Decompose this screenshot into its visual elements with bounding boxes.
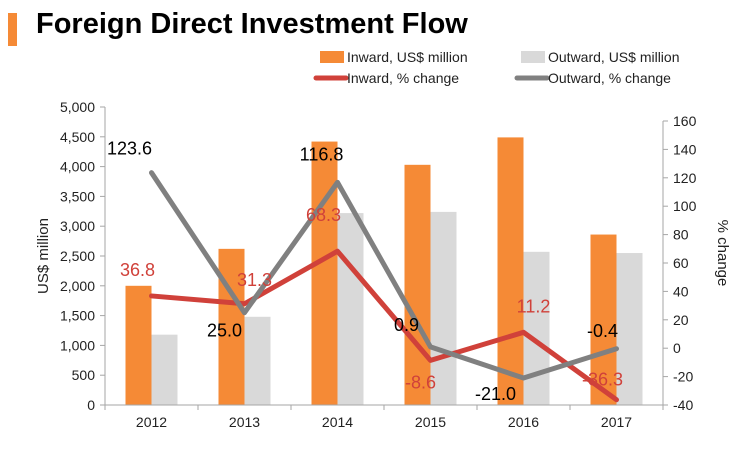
outward-bar (616, 253, 643, 405)
y2-tick-label: -20 (673, 369, 693, 385)
y-tick-label: 4,500 (60, 129, 95, 145)
axes: 0 500 1,000 1,500 2,000 2,500 3,000 3,500 4,000 4… (35, 99, 731, 430)
outward-bar (523, 251, 550, 405)
y2-tick-label: 120 (673, 170, 697, 186)
inward-change-line (149, 248, 619, 403)
chart-title: Foreign Direct Investment Flow (36, 8, 468, 40)
outward-bar (244, 316, 271, 405)
outward-change-label: -0.4 (587, 321, 618, 341)
y2-tick-label: 100 (673, 198, 697, 214)
y-tick-label: 5,000 (60, 99, 95, 115)
y2-tick-label: 20 (673, 312, 689, 328)
outward-bar (337, 213, 364, 405)
legend-label: Outward, % change (548, 70, 671, 86)
y2-tick-label: 60 (673, 255, 689, 271)
legend-swatch (521, 51, 545, 63)
legend: Inward, US$ million Outward, US$ million I… (313, 49, 680, 86)
y-tick-label: 3,500 (60, 188, 95, 204)
y-tick-label: 4,000 (60, 159, 95, 175)
y-tick-label: 1,000 (60, 337, 95, 353)
inward-bar (497, 137, 524, 405)
x-tick-label: 2017 (601, 414, 632, 430)
data-labels: 36.8 31.3 68.3 -8.6 11.2 -36.3 123.6 25.0 116.8 0… (107, 139, 623, 404)
y2-tick-label: -40 (673, 397, 693, 413)
outward-bar (430, 211, 457, 405)
legend-swatch (320, 51, 344, 63)
outward-change-label: 123.6 (107, 139, 152, 159)
title-accent-bar (8, 13, 17, 46)
inward-change-label: -36.3 (582, 370, 623, 390)
outward-bar (151, 334, 178, 405)
inward-change-label: -8.6 (405, 372, 436, 392)
y-tick-label: 1,500 (60, 308, 95, 324)
y-tick-label: 2,500 (60, 248, 95, 264)
outward-change-label: -21.0 (475, 384, 516, 404)
x-tick-label: 2014 (322, 414, 353, 430)
y2-tick-label: 140 (673, 141, 697, 157)
x-tick-label: 2012 (136, 414, 167, 430)
legend-label: Inward, % change (347, 70, 459, 86)
inward-bar (125, 285, 152, 405)
outward-change-line (149, 170, 619, 381)
inward-change-label: 11.2 (517, 296, 551, 316)
y-tick-label: 500 (72, 367, 96, 383)
x-tick-label: 2013 (229, 414, 260, 430)
inward-change-label: 31.3 (237, 270, 272, 290)
y-tick-label: 2,000 (60, 278, 95, 294)
legend-label: Inward, US$ million (347, 49, 468, 65)
inward-bar (311, 141, 338, 405)
y-axis-title: US$ million (35, 218, 52, 294)
inward-bar (590, 234, 617, 405)
inward-bar (218, 248, 245, 405)
y2-tick-label: 0 (673, 340, 681, 356)
inward-change-label: 36.8 (120, 260, 155, 280)
lines (149, 170, 619, 403)
outward-change-label: 116.8 (300, 144, 344, 164)
x-tick-label: 2016 (508, 414, 539, 430)
y2-axis-title: % change (714, 220, 731, 287)
y2-tick-label: 40 (673, 283, 689, 299)
outward-change-label: 25.0 (207, 321, 242, 341)
y-tick-label: 0 (87, 397, 95, 413)
x-tick-label: 2015 (415, 414, 446, 430)
legend-label: Outward, US$ million (548, 49, 680, 65)
y2-tick-label: 160 (673, 113, 697, 129)
y-tick-label: 3,000 (60, 218, 95, 234)
outward-change-label: 0.9 (394, 315, 419, 335)
inward-change-label: 68.3 (306, 205, 341, 225)
y2-tick-label: 80 (673, 227, 689, 243)
inward-bar (404, 164, 431, 405)
